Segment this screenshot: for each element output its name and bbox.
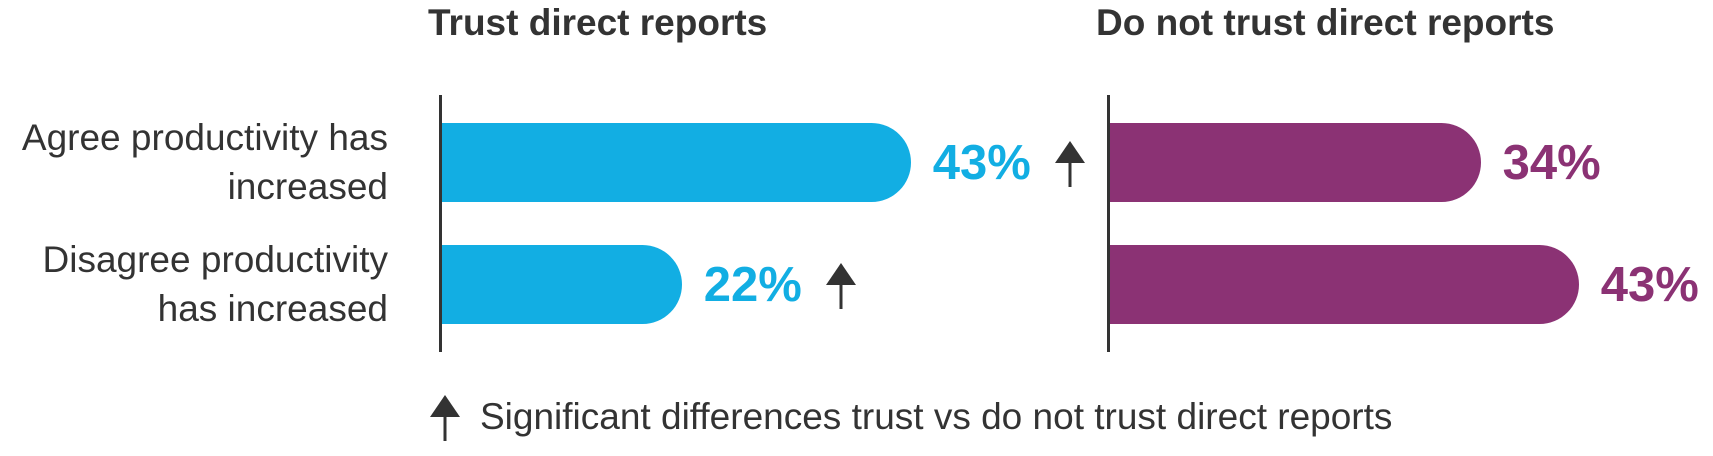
value-row: 43% [911, 123, 1087, 202]
significance-icon [430, 395, 460, 441]
value-row: 34% [1481, 123, 1601, 202]
category-label: Agree productivity has increased [21, 117, 388, 207]
significance-arrow [825, 262, 856, 309]
panel-title: Do not trust direct reports [1096, 2, 1555, 43]
category-label: Disagree productivity has increased [42, 239, 388, 329]
bar [1110, 245, 1579, 324]
footnote: Significant differences trust vs do not … [428, 393, 1392, 441]
value-row: 43% [1579, 245, 1699, 324]
significance-arrow [1054, 140, 1085, 187]
value-label: 22% [703, 257, 802, 312]
axis-line [439, 95, 442, 352]
panel-title: Trust direct reports [428, 2, 768, 43]
value-row: 22% [682, 245, 858, 324]
value-label: 43% [1600, 257, 1699, 312]
footnote-text: Significant differences trust vs do not … [480, 396, 1393, 437]
value-label: 34% [1502, 135, 1601, 190]
value-label: 43% [932, 135, 1031, 190]
axis-line [1107, 95, 1110, 352]
bar [1110, 123, 1481, 202]
bar [442, 245, 682, 324]
bar [442, 123, 911, 202]
